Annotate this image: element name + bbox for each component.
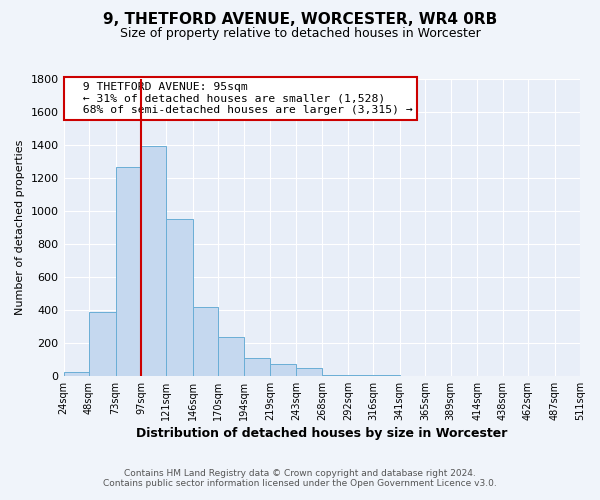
Text: Contains HM Land Registry data © Crown copyright and database right 2024.: Contains HM Land Registry data © Crown c…: [124, 468, 476, 477]
Bar: [322, 375, 348, 376]
Bar: [271, 364, 296, 376]
Bar: [64, 372, 89, 376]
Text: 9 THETFORD AVENUE: 95sqm
  ← 31% of detached houses are smaller (1,528)
  68% of: 9 THETFORD AVENUE: 95sqm ← 31% of detach…: [69, 82, 412, 115]
Bar: [141, 146, 166, 376]
Bar: [296, 368, 322, 376]
Bar: [89, 312, 116, 376]
Bar: [116, 167, 141, 376]
Text: Contains public sector information licensed under the Open Government Licence v3: Contains public sector information licen…: [103, 478, 497, 488]
Bar: [348, 375, 373, 376]
Bar: [193, 308, 218, 376]
Bar: [166, 219, 193, 376]
Text: 9, THETFORD AVENUE, WORCESTER, WR4 0RB: 9, THETFORD AVENUE, WORCESTER, WR4 0RB: [103, 12, 497, 28]
X-axis label: Distribution of detached houses by size in Worcester: Distribution of detached houses by size …: [136, 427, 508, 440]
Bar: [373, 375, 400, 376]
Y-axis label: Number of detached properties: Number of detached properties: [15, 140, 25, 315]
Bar: [218, 337, 244, 376]
Text: Size of property relative to detached houses in Worcester: Size of property relative to detached ho…: [119, 28, 481, 40]
Bar: [244, 358, 271, 376]
